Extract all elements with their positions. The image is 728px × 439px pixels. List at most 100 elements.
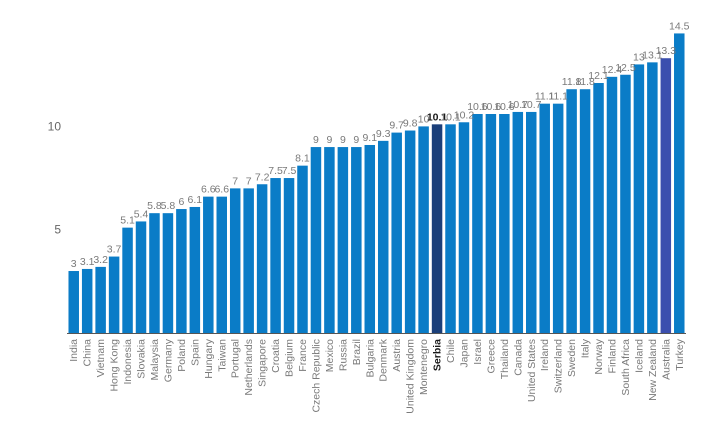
bar-russia <box>337 147 349 333</box>
bar-brazil <box>351 147 362 333</box>
bar-hong-kong <box>108 256 120 333</box>
x-tick-label: Denmark <box>378 338 390 381</box>
value-label: 7.5 <box>268 165 283 177</box>
y-tick-label: 5 <box>54 223 61 237</box>
x-tick-label: Bulgaria <box>364 339 376 378</box>
bar-serbia <box>431 124 443 333</box>
x-tick-label: Montenegro <box>418 339 430 395</box>
x-tick-label: Finland <box>606 339 618 374</box>
bar-thailand <box>499 114 510 333</box>
value-label: 8.1 <box>295 153 310 165</box>
value-label: 9.1 <box>362 132 377 144</box>
x-tick-label: Hungary <box>203 338 215 378</box>
value-label: 10.7 <box>521 99 542 111</box>
bar-china <box>81 268 93 333</box>
x-tick-label: Mexico <box>324 339 336 372</box>
value-label: 10.6 <box>467 101 488 113</box>
value-label: 5.4 <box>134 208 149 220</box>
bar-israel <box>472 114 483 333</box>
x-tick-label: Canada <box>512 339 524 376</box>
bar-france <box>297 165 308 333</box>
x-tick-label: Vietnam <box>95 339 107 378</box>
bar-japan <box>458 122 470 334</box>
x-tick-label: Taiwan <box>216 339 228 372</box>
value-label: 3.7 <box>107 244 122 256</box>
bar-spain <box>189 206 201 333</box>
value-labels: 3 3.13.23.75.15.45.85.8 6 6.16.66.67 7 7.27.5… <box>71 20 690 270</box>
y-axis-ticks: 5 10 <box>48 119 62 236</box>
bar-chile <box>445 124 456 333</box>
bar-denmark <box>377 140 389 333</box>
value-label: 10.6 <box>481 101 502 113</box>
value-label: 11.8 <box>575 76 595 88</box>
value-label: 12.1 <box>588 70 609 82</box>
x-tick-label: Slovakia <box>136 339 148 379</box>
bar-mexico <box>324 147 335 333</box>
bar-italy <box>579 89 591 334</box>
bar-india <box>68 271 79 333</box>
x-tick-label: China <box>82 339 94 367</box>
value-label: 5.8 <box>147 200 162 212</box>
bar-united-kingdom <box>404 130 416 333</box>
bar-malaysia <box>149 213 160 333</box>
value-label: 7 <box>246 175 252 187</box>
value-label: 12.5 <box>615 62 636 74</box>
value-label: 7.2 <box>255 171 270 183</box>
value-label: 6.6 <box>201 184 216 196</box>
x-tick-label: Italy <box>580 338 592 358</box>
value-label: 10.6 <box>494 101 515 113</box>
value-label: 9 <box>353 134 359 146</box>
value-label: 10.7 <box>508 99 529 111</box>
value-label: 3.2 <box>93 254 108 266</box>
value-label: 10 <box>418 113 430 125</box>
x-tick-label: United Kingdom <box>405 339 417 414</box>
value-label: 9 <box>326 134 332 146</box>
value-label: 7 <box>232 175 238 187</box>
value-label: 11.1 <box>535 91 555 103</box>
value-label: 13.3 <box>656 45 677 57</box>
x-tick-label: Russia <box>337 339 349 371</box>
bar-switzerland <box>552 103 564 333</box>
bar-united-states <box>526 111 537 333</box>
x-tick-label: Malaysia <box>149 339 161 381</box>
bar-finland <box>606 76 618 333</box>
x-tick-label: Spain <box>189 339 201 366</box>
bar-slovakia <box>135 221 147 333</box>
value-label: 10.2 <box>454 109 475 121</box>
bar-netherlands <box>243 188 254 333</box>
value-label: 14.5 <box>669 20 690 32</box>
x-tick-label: Hong Kong <box>109 339 121 392</box>
x-tick-label: Israel <box>472 339 484 365</box>
bar-germany <box>162 213 174 333</box>
bar-croatia <box>270 178 281 333</box>
value-label: 3.1 <box>80 256 95 268</box>
value-label: 7.5 <box>282 165 297 177</box>
value-label: 5.1 <box>120 215 135 227</box>
y-tick-label: 10 <box>48 119 62 133</box>
bar-new-zealand <box>647 62 658 333</box>
value-label: 9.7 <box>389 120 404 132</box>
x-tick-label: Poland <box>176 339 188 372</box>
x-tick-label: Serbia <box>432 339 444 371</box>
bar-poland <box>176 209 187 333</box>
x-tick-label: Austria <box>391 339 403 372</box>
value-label: 13 <box>633 51 645 63</box>
x-axis-labels: India China Vietnam Hong Kong Indonesia Slova… <box>68 338 686 413</box>
x-tick-label: Greece <box>485 339 497 374</box>
x-tick-label: Australia <box>660 339 672 380</box>
value-label: 9 <box>340 134 346 146</box>
value-label: 11.1 <box>548 91 568 103</box>
bar-south-africa <box>620 74 631 333</box>
value-label: 6.1 <box>188 194 203 206</box>
bar-australia <box>660 58 672 333</box>
x-tick-label: Belgium <box>284 339 296 377</box>
bar-greece <box>485 114 497 333</box>
value-label: 5.8 <box>161 200 176 212</box>
bar-bulgaria <box>364 144 376 333</box>
x-tick-label: India <box>68 339 80 362</box>
bar-canada <box>512 111 524 333</box>
x-tick-label: Croatia <box>270 339 282 373</box>
bars <box>68 33 685 334</box>
bar-austria <box>391 132 402 333</box>
